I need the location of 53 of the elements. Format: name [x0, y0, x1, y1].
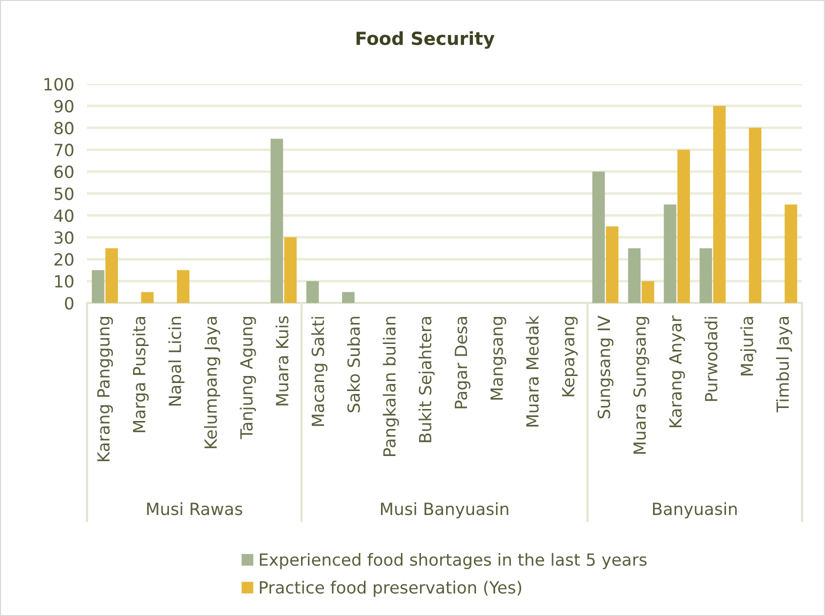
x-tick-label: Kelumpang Jaya: [204, 317, 220, 448]
y-tick-label: 100: [44, 78, 74, 91]
x-axis-title: Musi Banyuasin: [380, 502, 508, 518]
y-tick-label: 80: [54, 122, 74, 134]
y-tick-label: 60: [54, 166, 74, 178]
bar: [748, 128, 762, 303]
x-tick-label: Sungsang IV: [598, 316, 614, 418]
x-axis-title: Banyuasin: [653, 502, 737, 518]
bar: [606, 226, 618, 303]
y-tick-label: 20: [54, 253, 74, 266]
bar: [664, 204, 676, 303]
bar: [713, 106, 726, 303]
x-tick-label: Karang Panggung: [97, 317, 113, 462]
y-tick-label: 70: [54, 144, 74, 156]
bar: [105, 248, 118, 303]
x-tick-label: Napal Licin: [168, 316, 184, 406]
y-tick-label: 50: [54, 187, 74, 200]
bar: [284, 237, 297, 303]
bar: [141, 292, 154, 303]
x-tick-label: Muara Kuis: [276, 316, 288, 406]
x-tick-label: Muara Medak: [526, 316, 539, 426]
x-tick-label: Kepayang: [562, 317, 578, 396]
bar: [270, 138, 284, 303]
x-tick-label: Purwodadi: [704, 317, 718, 401]
bar: [628, 248, 641, 303]
x-tick-label: Tanjung Agung: [240, 317, 256, 440]
y-tick-label: 90: [54, 100, 74, 112]
x-tick-label: Pangkalan bulian: [382, 316, 399, 456]
bar: [92, 270, 104, 303]
bar: [176, 270, 190, 303]
x-tick-label: Majuria: [740, 317, 756, 376]
x-tick-label: Karang Anyar: [669, 316, 685, 428]
legend-label: Practice food preservation (Yes): [260, 580, 522, 597]
x-tick-label: Sako Suban: [347, 316, 360, 412]
bar: [700, 248, 712, 303]
x-tick-label: Bukit Sejahtera: [418, 317, 435, 442]
legend-label: Experienced food shortages in the last 5 years: [260, 553, 647, 570]
y-tick-label: 40: [54, 209, 74, 222]
chart-title: Food Security: [356, 31, 495, 49]
x-tick-label: Pagar Desa: [454, 317, 470, 408]
x-axis-title: Musi Rawas: [147, 502, 242, 516]
x-tick-label: Timbul Jaya: [776, 317, 792, 412]
y-tick-label: 10: [55, 275, 74, 288]
x-tick-label: Mangsang: [490, 317, 506, 400]
bar: [677, 150, 690, 303]
bar: [642, 281, 654, 303]
y-tick-label: 30: [54, 231, 74, 244]
x-tick-label: Macang Sakti: [311, 317, 328, 426]
bar: [592, 172, 605, 303]
y-tick-label: 0: [64, 296, 74, 310]
x-tick-label: Muara Sungsang: [633, 317, 650, 454]
x-tick-label: Marga Puspita: [132, 317, 149, 432]
bar: [784, 204, 798, 303]
